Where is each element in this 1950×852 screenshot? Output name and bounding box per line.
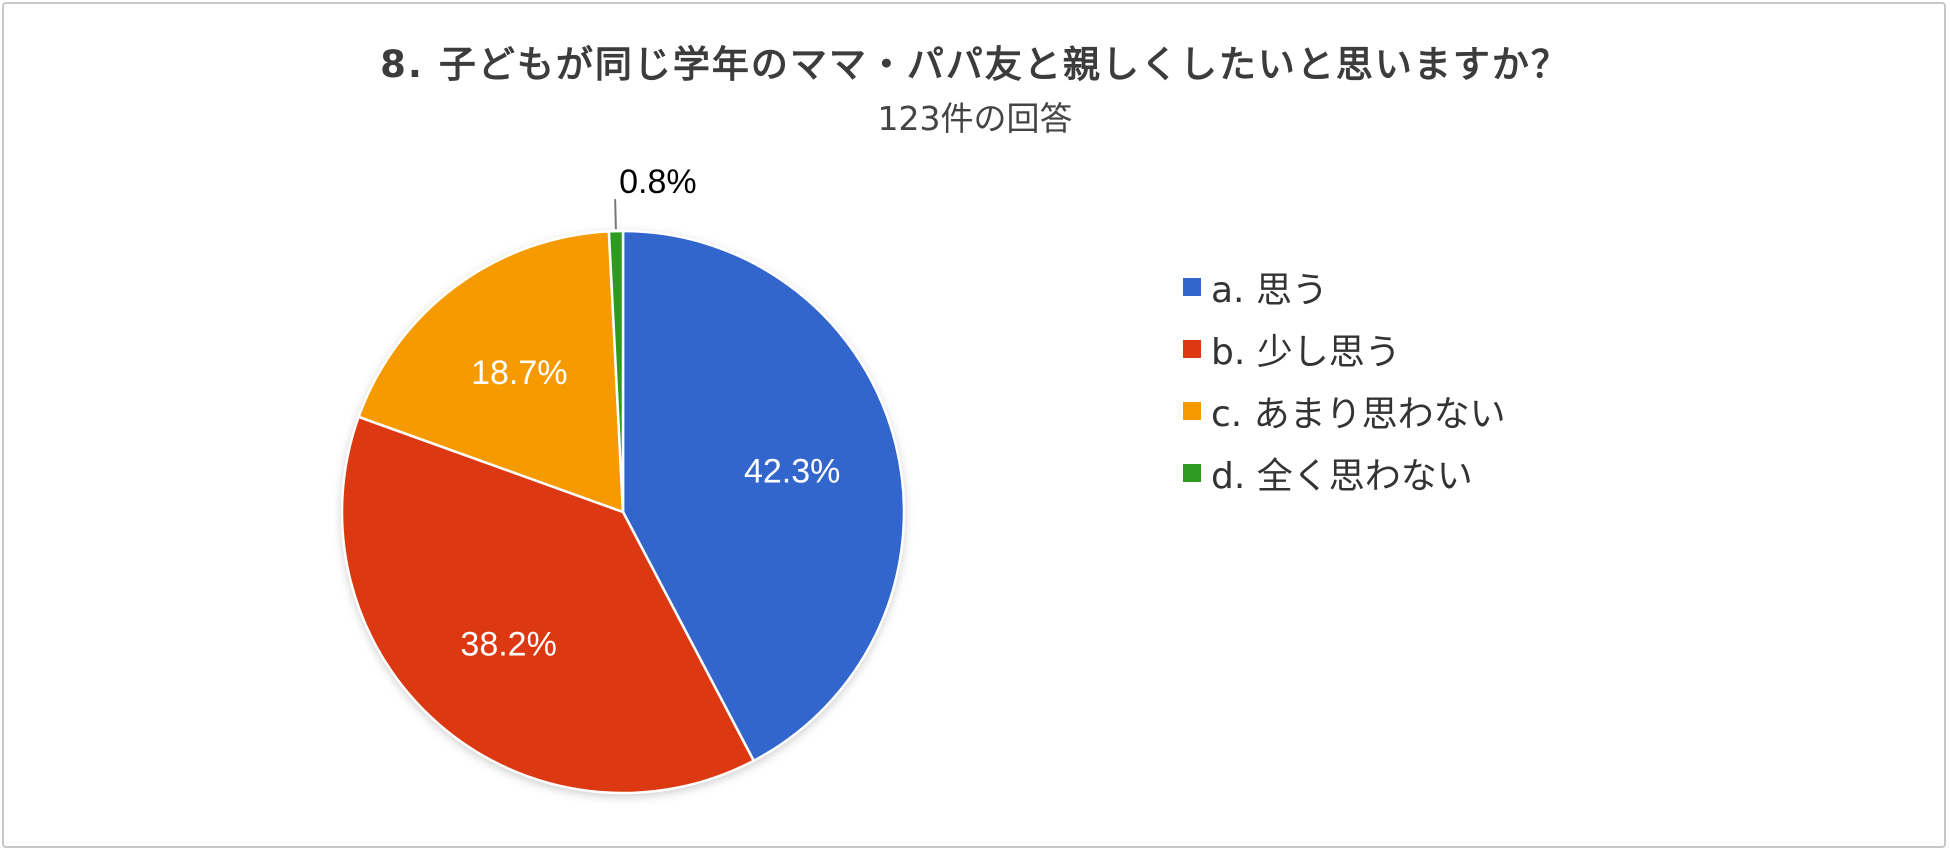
legend-item-a: a. 思う	[1183, 256, 1506, 318]
legend-label: d. 全く思わない	[1211, 456, 1473, 497]
pie-slice-b	[340, 415, 755, 795]
slice-label-a: 42.3%	[744, 452, 840, 490]
chart-subtitle: 123件の回答	[877, 99, 1073, 138]
pie-slice-c	[357, 230, 625, 514]
legend-swatch	[1183, 402, 1201, 420]
legend-item-d: d. 全く思わない	[1183, 442, 1506, 504]
pie-slice-d	[607, 229, 625, 514]
legend-swatch	[1183, 340, 1201, 358]
legend-item-b: b. 少し思う	[1183, 318, 1506, 380]
legend-item-c: c. あまり思わない	[1183, 380, 1506, 442]
legend-swatch	[1183, 278, 1201, 296]
slice-label-d: 0.8%	[619, 163, 697, 201]
slice-label-c: 18.7%	[471, 354, 567, 392]
legend-swatch	[1183, 464, 1201, 482]
slice-label-b: 38.2%	[460, 625, 556, 663]
chart-legend: a. 思う b. 少し思う c. あまり思わない d. 全く思わない	[1183, 256, 1506, 504]
legend-label: c. あまり思わない	[1211, 394, 1506, 435]
legend-label: b. 少し思う	[1211, 332, 1401, 373]
legend-label: a. 思う	[1211, 270, 1328, 311]
leader-line-d	[614, 199, 617, 230]
chart-title: 8. 子どもが同じ学年のママ・パパ友と親しくしたいと思いますか？	[380, 43, 1570, 86]
pie-slice-a	[621, 229, 906, 762]
